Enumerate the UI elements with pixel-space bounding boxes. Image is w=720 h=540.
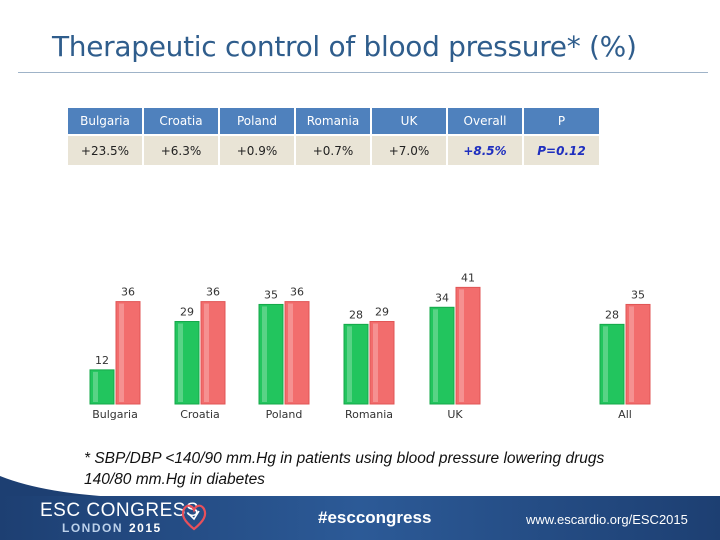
- table-header-cell: Overall: [446, 108, 523, 136]
- table-header-cell: Croatia: [142, 108, 219, 136]
- bar-highlight: [93, 371, 98, 402]
- slide-title: Therapeutic control of blood pressure* (…: [52, 30, 637, 63]
- bar-highlight: [373, 323, 378, 402]
- bar-highlight: [178, 323, 183, 402]
- footnote-line: * SBP/DBP <140/90 mm.Hg in patients usin…: [84, 450, 605, 467]
- bar-red-all: [625, 303, 651, 405]
- data-label: 36: [290, 286, 304, 299]
- bar-green-bulgaria: [89, 369, 115, 405]
- bar-red-poland: [284, 301, 310, 405]
- bar-red-uk: [455, 286, 481, 405]
- data-label: 35: [631, 288, 645, 301]
- x-tick-label: Romania: [345, 408, 393, 421]
- bar-green-croatia: [174, 321, 200, 405]
- data-label: 36: [206, 286, 220, 299]
- table-header-cell: P: [522, 108, 599, 136]
- bar-green-poland: [258, 303, 284, 405]
- table-cell: +0.9%: [218, 135, 295, 165]
- bar-red-bulgaria: [115, 301, 141, 405]
- data-label: 28: [605, 308, 619, 321]
- bar-highlight: [433, 309, 438, 402]
- footnote: * SBP/DBP <140/90 mm.Hg in patients usin…: [84, 448, 704, 490]
- table-cell: +8.5%: [446, 135, 523, 165]
- table-header-cell: Bulgaria: [66, 108, 143, 136]
- heart-logo-icon: [181, 504, 207, 531]
- data-label: 34: [435, 291, 449, 304]
- table-cell: +7.0%: [370, 135, 447, 165]
- bar-highlight: [603, 326, 608, 402]
- brand-year: 2015: [129, 521, 162, 535]
- bar-highlight: [262, 306, 267, 402]
- data-label: 35: [264, 288, 278, 301]
- bar-red-croatia: [200, 301, 226, 405]
- table-header-cell: Poland: [218, 108, 295, 136]
- bar-red-romania: [369, 321, 395, 405]
- footer-bar: [0, 496, 720, 540]
- table-cell: +23.5%: [66, 135, 143, 165]
- brand-name: ESC CONGRESS: [40, 500, 200, 521]
- bar-highlight: [204, 303, 209, 402]
- data-label: 36: [121, 286, 135, 299]
- table-cell: +6.3%: [142, 135, 219, 165]
- table-row: +23.5% +6.3% +0.9% +0.7% +7.0% +8.5% P=0…: [66, 135, 599, 165]
- brand-city: LONDON: [62, 521, 123, 535]
- x-tick-label: All: [618, 408, 632, 421]
- table-header-row: Bulgaria Croatia Poland Romania UK Overa…: [66, 108, 599, 136]
- bar-highlight: [629, 306, 634, 402]
- bar-green-uk: [429, 306, 455, 405]
- bar-highlight: [459, 289, 464, 402]
- bar-highlight: [347, 326, 352, 402]
- x-tick-label: UK: [447, 408, 463, 421]
- data-label: 28: [349, 308, 363, 321]
- data-label: 12: [95, 354, 109, 367]
- bar-highlight: [119, 303, 124, 402]
- table-cell: +0.7%: [294, 135, 371, 165]
- bar-highlight: [288, 303, 293, 402]
- table-cell: P=0.12: [522, 135, 599, 165]
- brand-location: LONDON 2015: [62, 521, 162, 535]
- results-table: Bulgaria Croatia Poland Romania UK Overa…: [66, 108, 599, 165]
- x-tick-label: Bulgaria: [92, 408, 138, 421]
- title-divider: [18, 72, 708, 73]
- bar-green-romania: [343, 323, 369, 405]
- x-tick-label: Croatia: [180, 408, 220, 421]
- data-label: 29: [180, 306, 194, 319]
- footnote-line: 140/80 mm.Hg in diabetes: [84, 471, 265, 488]
- hashtag: #esccongress: [318, 508, 432, 527]
- data-label: 41: [461, 271, 475, 284]
- bar-green-all: [599, 323, 625, 405]
- table-header-cell: UK: [370, 108, 447, 136]
- website-link[interactable]: www.escardio.org/ESC2015: [526, 512, 688, 527]
- data-label: 29: [375, 306, 389, 319]
- table-header-cell: Romania: [294, 108, 371, 136]
- x-tick-label: Poland: [266, 408, 303, 421]
